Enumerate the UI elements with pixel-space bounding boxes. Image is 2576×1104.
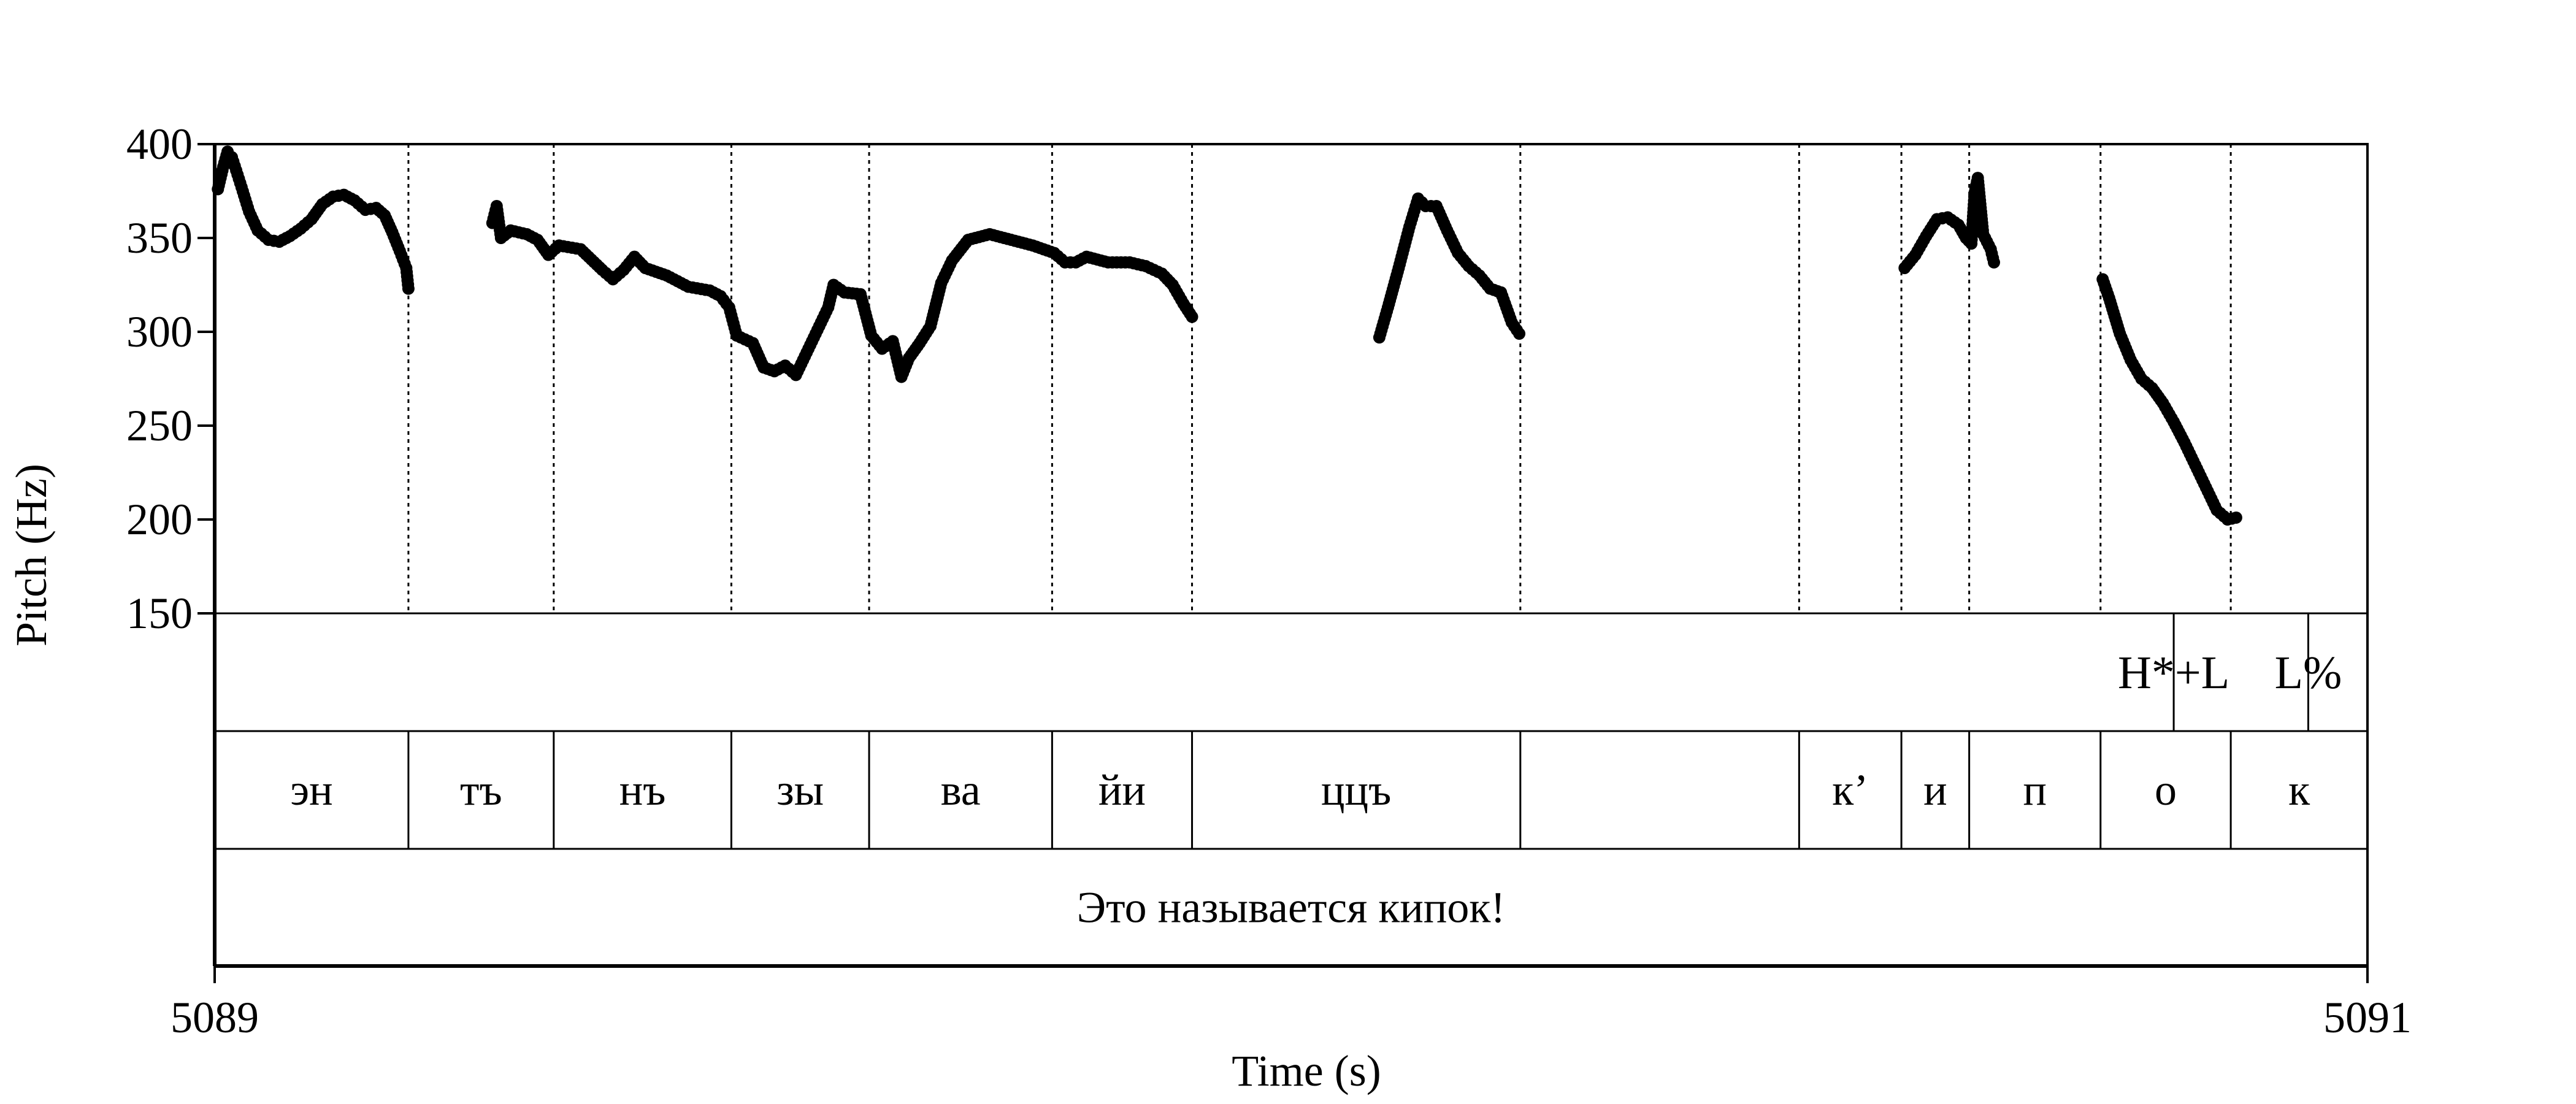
figure-frame — [213, 143, 2369, 967]
x-tick-label: 5089 — [171, 993, 259, 1042]
y-tick-label: 300 — [126, 307, 193, 356]
axes: 400 350 300 250 200 150 5089 5091 — [126, 120, 2412, 1042]
syllable-label: нъ — [619, 765, 666, 815]
pitch-plot-area — [213, 143, 2369, 968]
syllable-label: ва — [941, 765, 981, 815]
syllable-label: и — [1923, 765, 1947, 815]
interval-boundaries — [407, 144, 2232, 849]
sentence-label: Это называется кипок! — [1077, 883, 1506, 932]
y-tick-label: 150 — [126, 589, 193, 638]
syllable-label: к — [2288, 765, 2310, 815]
y-tick-label: 250 — [126, 401, 193, 450]
y-tick-label: 200 — [126, 495, 193, 544]
y-tick-label: 350 — [126, 213, 193, 263]
syllable-label: п — [2023, 765, 2047, 815]
syllable-label: о — [2155, 765, 2177, 815]
syllable-label: эн — [290, 765, 332, 815]
pitch-point — [2229, 511, 2242, 524]
y-tick-label: 400 — [126, 120, 193, 169]
pitch-points — [212, 145, 2242, 526]
pitch-point — [1513, 328, 1526, 340]
syllable-label: тъ — [460, 765, 502, 815]
tone-label: L% — [2275, 647, 2342, 699]
syllable-label: йи — [1098, 765, 1146, 815]
x-tick-label: 5091 — [2323, 993, 2412, 1042]
syllable-label: к’ — [1832, 765, 1868, 815]
pitch-point — [1988, 256, 2001, 269]
x-axis-label: Time (s) — [1232, 1046, 1381, 1095]
syllable-label: зы — [776, 765, 824, 815]
annotation-tiers: H*+L L% эн тъ нъ зы ва йи ццъ к’ и п о к Это называетс… — [290, 613, 2342, 932]
tone-label: H*+L — [2118, 647, 2229, 699]
pitch-point — [1186, 310, 1198, 323]
y-axis-label: Pitch (Hz) — [7, 464, 56, 646]
syllable-label: ццъ — [1321, 765, 1391, 815]
